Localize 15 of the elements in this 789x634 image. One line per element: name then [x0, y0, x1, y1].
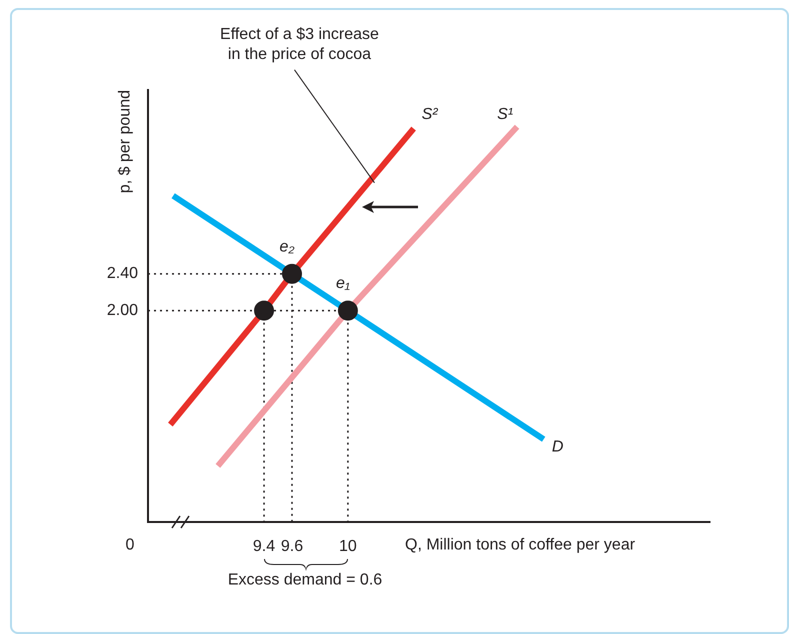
- series-label: S¹: [497, 106, 514, 124]
- text: 0: [126, 536, 135, 554]
- x-axis-title: Q, Million tons of coffee per year: [405, 536, 636, 554]
- x-tick-label: 9.6: [280, 538, 304, 556]
- annotation: Effect of a $3 increase in the price of cocoa: [220, 26, 380, 64]
- annotation: e₂: [279, 238, 294, 256]
- x-tick-label: 10: [339, 538, 357, 556]
- y-tick-label: 2.00: [106, 302, 138, 319]
- x-tick-label: 9.4: [252, 538, 276, 556]
- y-axis-title: p, $ per pound: [116, 90, 134, 194]
- series-label: D: [552, 438, 564, 456]
- annotation: e₁: [336, 275, 350, 292]
- y-tick-label: 2.40: [106, 265, 138, 282]
- text: Excess demand = 0.6: [228, 571, 382, 588]
- series-label: S²: [422, 106, 438, 124]
